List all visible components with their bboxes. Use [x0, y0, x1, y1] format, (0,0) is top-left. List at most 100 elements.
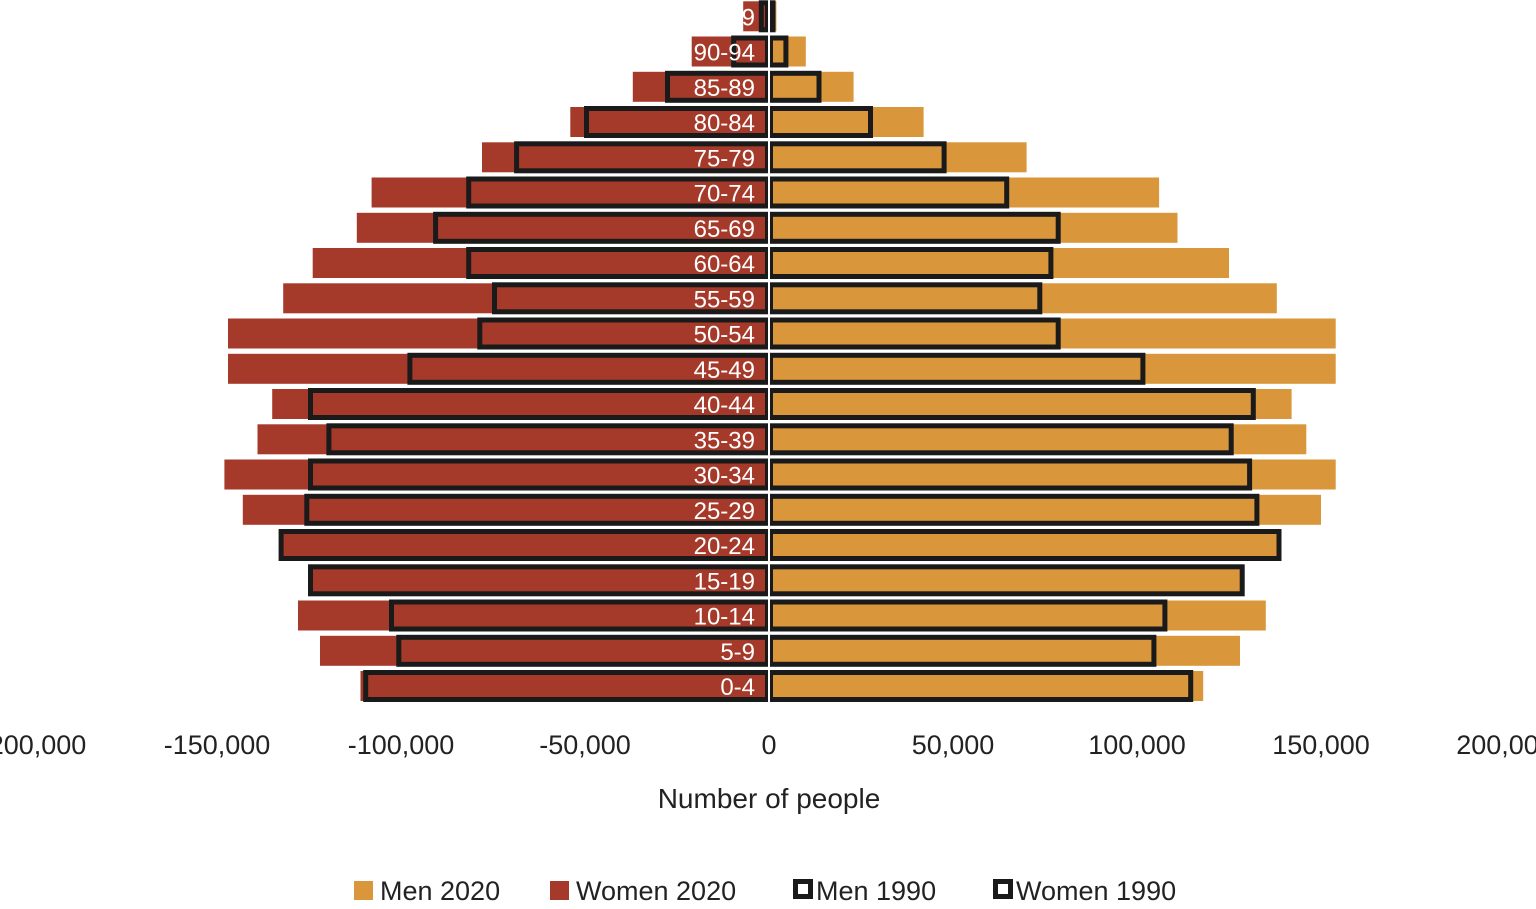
bar-men-1990-75-79 — [768, 141, 947, 174]
x-axis-tick-labels: -200,000 -150,000 -100,000 -50,000 0 50,000 10… — [0, 730, 1536, 760]
bar-men-1990-45-49 — [768, 352, 1146, 385]
bar-women-1990-70-74 — [466, 176, 770, 209]
category-label-70-74: 70-74 — [694, 181, 755, 208]
category-label-65-69: 65-69 — [694, 216, 755, 243]
bar-women-1990-90-94 — [731, 35, 771, 68]
bar-women-2020-25-29 — [242, 494, 770, 525]
bar-women-2020-35-39 — [257, 424, 769, 455]
category-label-60-64: 60-64 — [694, 251, 755, 278]
bar-men-2020-20-24 — [769, 530, 1277, 560]
bar-women-2020-65-69 — [356, 212, 769, 243]
bar-women-2020-10-14 — [298, 600, 769, 631]
legend-swatch-men-1990 — [793, 879, 813, 899]
bar-men-1990-50-54 — [768, 317, 1061, 350]
bar-men-2020-25-29 — [769, 494, 1321, 525]
bar-women-1990-15-19 — [308, 564, 770, 597]
x-tick-label-200-000: 200,000 — [1456, 730, 1536, 760]
category-label-95-99: 9 — [742, 4, 755, 31]
bar-women-2020-15-19 — [309, 565, 769, 596]
bars-2020-layer — [224, 1, 1336, 701]
x-tick-label-50-000: 50,000 — [912, 730, 995, 760]
bar-men-2020-45-49 — [769, 353, 1336, 384]
bar-men-1990-40-44 — [768, 388, 1256, 420]
x-tick-label-150-000: -150,000 — [164, 730, 271, 760]
category-label-55-59: 55-59 — [694, 286, 755, 313]
category-label-50-54: 50-54 — [694, 322, 755, 349]
bar-men-2020-70-74 — [769, 177, 1160, 208]
bar-men-2020-15-19 — [769, 565, 1244, 596]
bar-women-1990-60-64 — [466, 247, 770, 279]
bar-women-1990-40-44 — [308, 388, 770, 420]
bar-women-2020-50-54 — [228, 318, 769, 349]
category-label-25-29: 25-29 — [694, 498, 755, 525]
bar-men-2020-35-39 — [769, 424, 1307, 455]
bar-men-2020-0-4 — [769, 671, 1204, 701]
bar-women-2020-55-59 — [283, 283, 769, 314]
bar-women-2020-5-9 — [320, 635, 769, 666]
x-tick-label-0: 0 — [761, 730, 776, 760]
bar-men-1990-95-99 — [768, 0, 776, 33]
bar-men-1990-0-4 — [768, 670, 1194, 702]
bar-women-1990-5-9 — [396, 634, 770, 667]
legend-swatch-men-2020 — [354, 881, 373, 900]
x-tick-label-50-000: -50,000 — [539, 730, 631, 760]
category-label-80-84: 80-84 — [694, 110, 755, 137]
bar-men-2020-10-14 — [769, 600, 1266, 631]
legend-label-men-1990: Men 1990 — [816, 876, 936, 904]
bars-1990-layer — [278, 0, 1282, 702]
category-label-75-79: 75-79 — [694, 145, 755, 172]
legend-label-women-1990: Women 1990 — [1016, 876, 1176, 904]
category-label-5-9: 5-9 — [720, 639, 755, 666]
bar-men-1990-65-69 — [768, 211, 1061, 244]
x-tick-label-150-000: 150,000 — [1272, 730, 1370, 760]
legend-swatch-women-2020 — [550, 881, 569, 900]
bar-women-2020-45-49 — [228, 353, 769, 384]
bar-men-1990-10-14 — [768, 599, 1168, 632]
bar-men-1990-30-34 — [768, 458, 1253, 491]
bar-men-1990-5-9 — [768, 634, 1157, 667]
bar-women-2020-80-84 — [570, 107, 769, 137]
bar-women-2020-60-64 — [312, 248, 769, 278]
bar-men-2020-5-9 — [769, 635, 1240, 666]
bar-men-2020-65-69 — [769, 212, 1178, 243]
legend-label-men-2020: Men 2020 — [380, 876, 500, 904]
category-label-10-14: 10-14 — [694, 604, 755, 631]
bar-women-1990-75-79 — [514, 141, 770, 174]
bar-men-1990-20-24 — [768, 529, 1282, 561]
category-label-15-19: 15-19 — [694, 568, 755, 595]
bar-women-2020-30-34 — [224, 459, 769, 490]
bar-women-1990-20-24 — [278, 529, 770, 561]
x-tick-label-100-000: 100,000 — [1088, 730, 1186, 760]
bar-women-2020-85-89 — [632, 71, 769, 102]
bar-men-2020-80-84 — [769, 107, 924, 137]
bar-men-2020-85-89 — [769, 71, 854, 102]
bar-men-1990-90-94 — [768, 35, 789, 68]
x-axis-title: Number of people — [658, 783, 881, 814]
category-labels: 0-4 5-9 10-14 15-19 20-24 25-29 30-34 35-39 40-4… — [694, 4, 755, 701]
bar-men-2020-30-34 — [769, 459, 1336, 490]
bar-women-1990-0-4 — [363, 670, 770, 702]
bar-women-1990-85-89 — [665, 70, 770, 103]
bar-women-1990-65-69 — [433, 211, 770, 244]
category-label-0-4: 0-4 — [720, 674, 755, 701]
category-label-85-89: 85-89 — [694, 75, 755, 102]
bar-men-1990-55-59 — [768, 282, 1043, 315]
bar-men-1990-60-64 — [768, 247, 1054, 279]
bar-women-1990-45-49 — [407, 352, 770, 385]
bar-men-1990-85-89 — [768, 70, 822, 103]
bar-women-2020-40-44 — [272, 389, 769, 419]
category-label-45-49: 45-49 — [694, 357, 755, 384]
bar-women-1990-55-59 — [492, 282, 770, 315]
bar-women-2020-95-99 — [743, 1, 769, 32]
category-label-20-24: 20-24 — [694, 533, 755, 560]
bar-women-2020-70-74 — [371, 177, 769, 208]
category-label-40-44: 40-44 — [694, 392, 755, 419]
bar-men-2020-75-79 — [769, 142, 1027, 173]
x-tick-label-100-000: -100,000 — [348, 730, 455, 760]
bar-women-2020-90-94 — [691, 36, 769, 67]
legend-swatch-women-1990 — [993, 879, 1013, 899]
category-label-30-34: 30-34 — [694, 463, 755, 490]
bar-women-1990-80-84 — [584, 106, 770, 138]
